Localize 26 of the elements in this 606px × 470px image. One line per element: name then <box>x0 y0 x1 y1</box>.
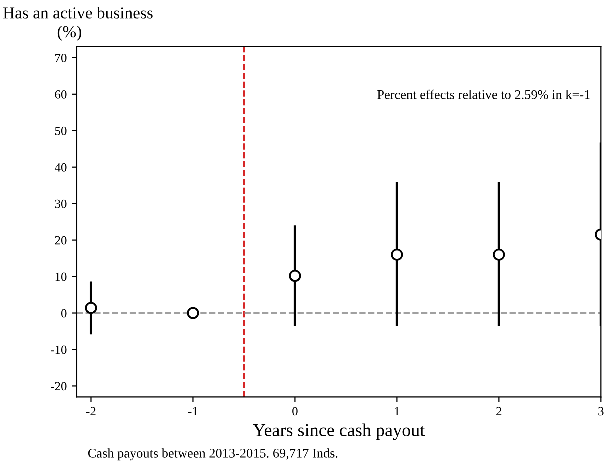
point <box>289 270 302 282</box>
y-tick-label: 30 <box>55 200 67 208</box>
y-tick-label: 70 <box>56 54 67 62</box>
y-tick-label: -10 <box>51 346 67 354</box>
x-tick-label: 2 <box>496 407 502 416</box>
y-tick-label: 60 <box>55 90 67 99</box>
x-tick-label: -2 <box>86 407 96 416</box>
x-tick-label: -1 <box>188 407 198 416</box>
y-tick-label: 20 <box>55 236 67 245</box>
x-tick-label: 3 <box>598 407 604 416</box>
y-axis-title: (%) <box>58 26 82 41</box>
y-tick-label: 10 <box>56 272 67 282</box>
chart-title: Has an active business <box>4 7 153 19</box>
y-tick-label: 0 <box>61 309 67 318</box>
x-axis-title: Years since cash payout <box>253 424 426 440</box>
y-tick-label: 40 <box>54 163 67 172</box>
point <box>493 248 506 261</box>
text: Cash payouts between 2013-2015. 69,717 Inds. <box>88 448 338 461</box>
x-tick-label: 0 <box>292 407 298 416</box>
y-tick-label: -20 <box>51 382 67 391</box>
point <box>187 307 200 320</box>
point <box>85 302 98 314</box>
annotation: Percent effects relative to 2.59% in k=-1 <box>378 90 590 100</box>
y-tick-label: 50 <box>55 126 67 136</box>
x-tick-label: 1 <box>395 407 400 416</box>
point <box>391 248 404 261</box>
